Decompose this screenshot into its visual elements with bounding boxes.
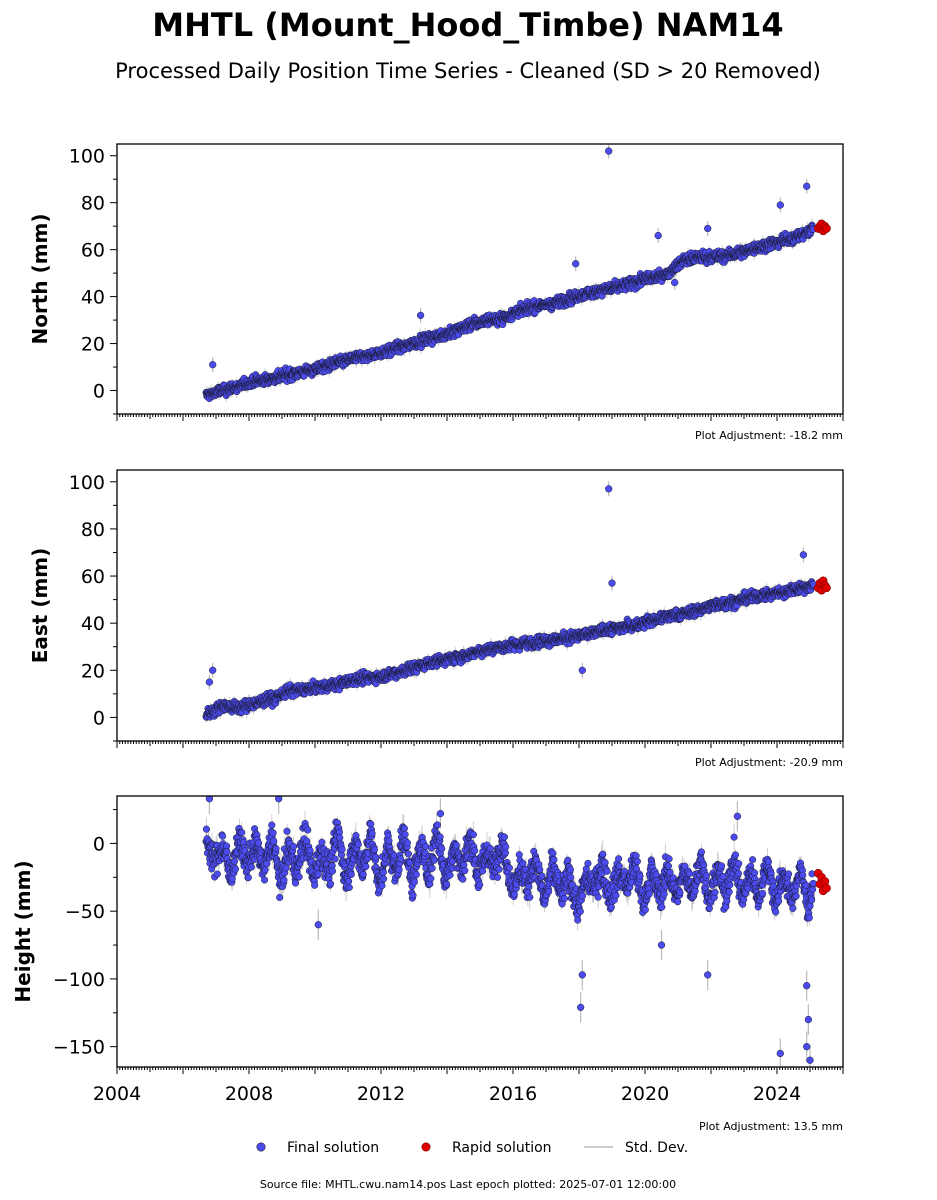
chart-subtitle: Processed Daily Position Time Series - C… <box>115 59 821 83</box>
north-final-points <box>202 147 817 403</box>
outlier-point <box>654 231 662 240</box>
north-plot-area <box>202 144 831 403</box>
rapid-point <box>822 224 831 233</box>
panels-container: 0 20 40 60 80 100 North (mm) Plot Adjustment: -… <box>11 143 844 1133</box>
outlier-point <box>671 278 679 287</box>
north-y-label: North (mm) <box>28 213 52 344</box>
panel-north: 0 20 40 60 80 100 North (mm) Plot Adjustment: -… <box>28 143 844 442</box>
north-std-dev-bars <box>205 144 814 403</box>
north-rapid-points <box>813 219 831 236</box>
y-tick-label: 0 <box>93 381 105 403</box>
north-plot-adjustment: Plot Adjustment: -18.2 mm <box>695 429 843 442</box>
outlier-point <box>209 361 217 369</box>
y-tick-label: 60 <box>81 240 105 262</box>
outlier-point <box>605 147 613 155</box>
outlier-point <box>572 260 580 268</box>
north-axes-frame <box>116 143 844 415</box>
outlier-point <box>704 224 712 233</box>
outlier-point <box>416 311 425 320</box>
outlier-point <box>776 201 784 209</box>
chart-title: MHTL (Mount_Hood_Timbe) NAM14 <box>152 6 783 44</box>
north-x-axis <box>116 414 844 421</box>
east-plot-area <box>202 481 831 723</box>
y-tick-label: 80 <box>81 193 105 215</box>
north-y-axis: 0 20 40 60 80 100 <box>69 146 117 415</box>
y-tick-label: 20 <box>81 334 105 356</box>
east-final-points <box>202 485 817 721</box>
y-tick-label: 100 <box>69 146 105 168</box>
outlier-point <box>803 182 811 190</box>
y-tick-label: 40 <box>81 287 105 309</box>
